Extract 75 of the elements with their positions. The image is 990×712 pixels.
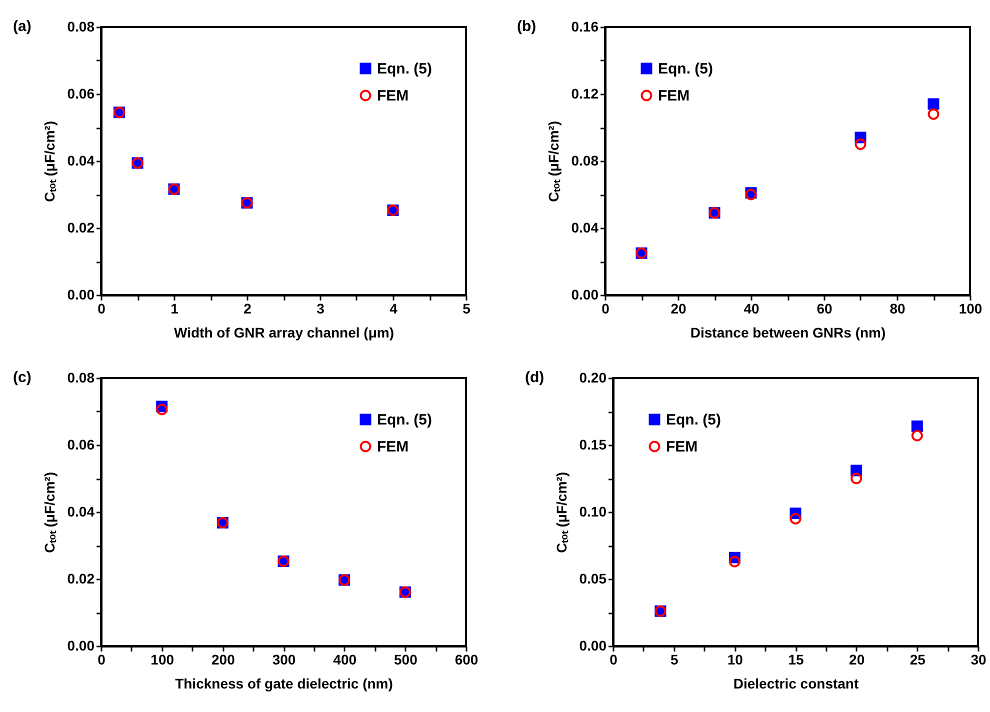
y-tick-label: 0.02	[67, 570, 95, 586]
chart-title: (d)	[525, 369, 544, 386]
legend-label: Eqn. (5)	[377, 60, 432, 78]
legend-label: Eqn. (5)	[658, 60, 713, 78]
y-tick-label: 0.04	[67, 152, 95, 168]
point	[911, 430, 923, 442]
x-tick-label: 500	[394, 652, 418, 668]
x-tick-label: 2	[244, 300, 252, 316]
y-tick-label: 0.00	[67, 638, 95, 654]
x-tick-label: 60	[816, 300, 832, 316]
x-tick-label: 25	[910, 652, 926, 668]
chart-title: (a)	[13, 18, 32, 35]
x-tick-label: 200	[211, 652, 236, 668]
y-tick-label: 0.08	[571, 152, 599, 168]
y-tick-label: 0.08	[67, 18, 95, 34]
point	[854, 138, 866, 150]
x-tick-label: 400	[333, 652, 357, 668]
point	[928, 108, 940, 120]
y-tick-label: 0.06	[67, 436, 95, 452]
y-axis-title: Cₜₒₜ (μF/cm²)	[41, 121, 58, 202]
x-tick-label: 0	[98, 652, 106, 668]
legend-label: Eqn. (5)	[666, 412, 721, 428]
x-tick-label: 0	[98, 300, 106, 316]
x-axis-title: Thickness of gate dielectric (nm)	[175, 676, 393, 692]
x-tick-label: 3	[316, 300, 325, 316]
x-tick-label: 15	[788, 652, 804, 668]
y-tick-label: 0.02	[67, 220, 95, 236]
x-axis-title: Dielectric constant	[733, 676, 859, 692]
x-axis-title: Width of GNR array channel (μm)	[174, 324, 394, 340]
point	[790, 512, 802, 524]
y-axis-title: Cₜₒₜ (μF/cm²)	[545, 121, 562, 202]
point	[911, 420, 923, 432]
x-tick-label: 10	[727, 652, 744, 668]
x-tick-label: 5	[462, 300, 471, 316]
x-tick-label: 4	[390, 300, 398, 316]
x-tick-label: 30	[970, 652, 986, 668]
y-tick-label: 0.00	[571, 286, 599, 302]
y-tick-label: 0.06	[67, 86, 95, 102]
point	[850, 472, 862, 484]
y-axis-title: Cₜₒₜ (μF/cm²)	[41, 472, 58, 553]
y-tick-label: 0.04	[67, 504, 95, 520]
point	[728, 556, 740, 568]
y-tick-label: 0.12	[571, 86, 599, 102]
y-tick-label: 0.16	[571, 18, 599, 34]
x-tick-label: 5	[670, 652, 678, 668]
legend-label: FEM	[377, 438, 409, 456]
legend-label: FEM	[658, 88, 690, 104]
x-tick-label: 100	[958, 300, 982, 316]
point	[156, 404, 168, 416]
legend-label: Eqn. (5)	[377, 412, 432, 428]
x-tick-label: 80	[890, 300, 906, 316]
chart-title: (b)	[517, 18, 536, 35]
y-tick-label: 0.00	[67, 286, 95, 302]
x-tick-label: 40	[744, 300, 760, 316]
x-tick-label: 300	[272, 652, 296, 668]
y-tick-label: 0.05	[579, 570, 607, 586]
y-tick-label: 0.00	[579, 638, 607, 654]
x-tick-label: 20	[670, 300, 686, 316]
y-tick-label: 0.15	[579, 436, 607, 452]
x-tick-label: 100	[150, 652, 174, 668]
y-tick-label: 0.08	[67, 370, 95, 386]
chart-title: (c)	[13, 369, 32, 386]
legend-label: FEM	[666, 438, 698, 456]
y-tick-label: 0.04	[571, 220, 599, 236]
x-tick-label: 0	[602, 300, 610, 316]
x-axis-title: Distance between GNRs (nm)	[690, 324, 886, 340]
x-tick-label: 600	[454, 652, 478, 668]
y-tick-label: 0.10	[579, 504, 607, 520]
y-axis-title: Cₜₒₜ (μF/cm²)	[553, 472, 570, 553]
y-tick-label: 0.20	[579, 370, 607, 386]
legend-label: FEM	[377, 88, 409, 104]
x-tick-label: 1	[170, 300, 179, 316]
point	[928, 98, 940, 110]
x-tick-label: 20	[849, 652, 865, 668]
x-tick-label: 0	[610, 652, 618, 668]
